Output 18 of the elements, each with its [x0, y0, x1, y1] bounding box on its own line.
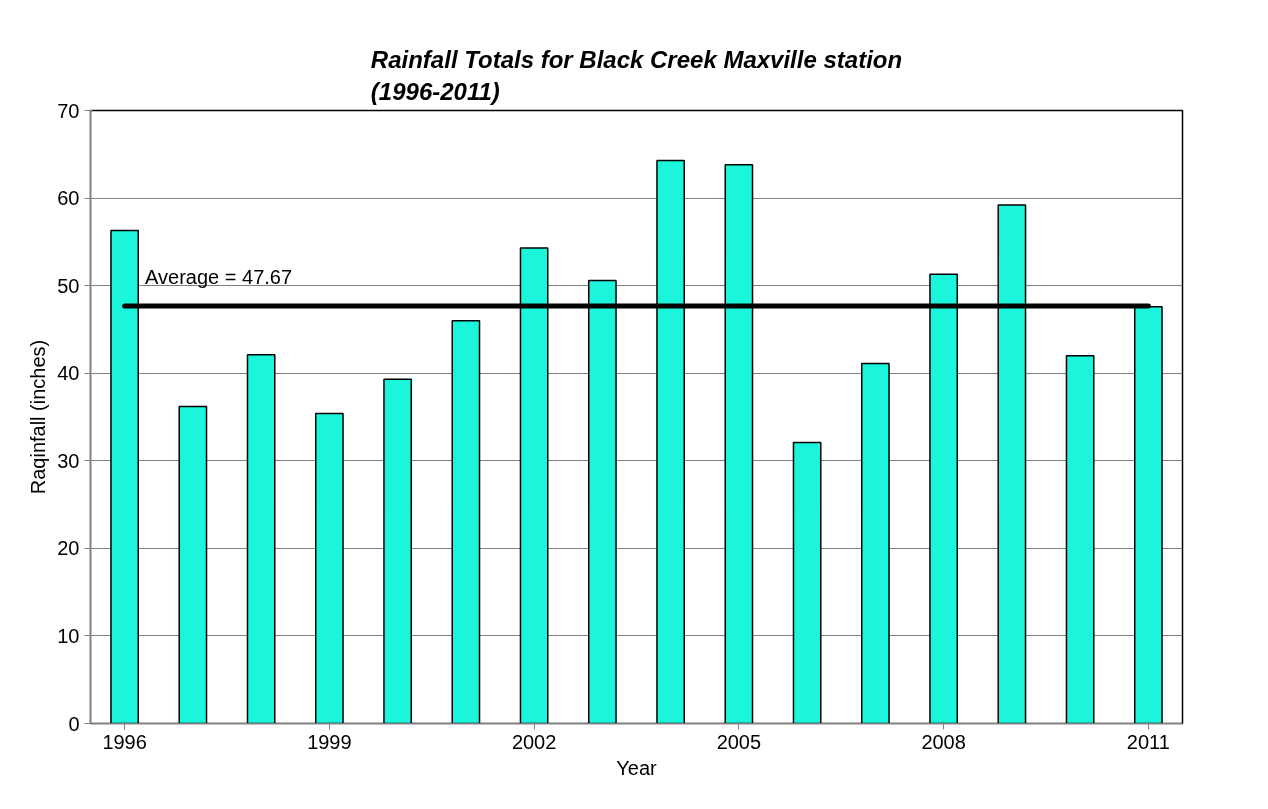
- y-tick-label: 40: [57, 362, 80, 385]
- x-tick-label: 2008: [921, 730, 966, 753]
- ref-line-label: Average = 47.67: [145, 266, 293, 289]
- y-tick-label: 60: [57, 187, 80, 210]
- y-tick-label: 10: [57, 624, 80, 647]
- y-axis-title: Raqinfall (inches): [27, 339, 50, 495]
- y-tick-label: 0: [68, 712, 80, 735]
- y-tick-label: 50: [57, 274, 80, 297]
- y-tick-label: 30: [57, 449, 80, 472]
- chart-title: Rainfall Totals for Black Creek Maxville station (1996-2011): [370, 46, 903, 106]
- x-tick-label: 1999: [307, 730, 352, 753]
- x-axis-title: Year: [616, 756, 658, 779]
- y-tick-label: 70: [57, 99, 80, 122]
- x-tick-label: 2002: [511, 730, 557, 753]
- x-tick-label: 2005: [716, 730, 762, 753]
- y-tick-label: 20: [57, 537, 80, 560]
- x-tick-label: 1996: [102, 730, 147, 753]
- x-tick-label: 2011: [1126, 730, 1170, 753]
